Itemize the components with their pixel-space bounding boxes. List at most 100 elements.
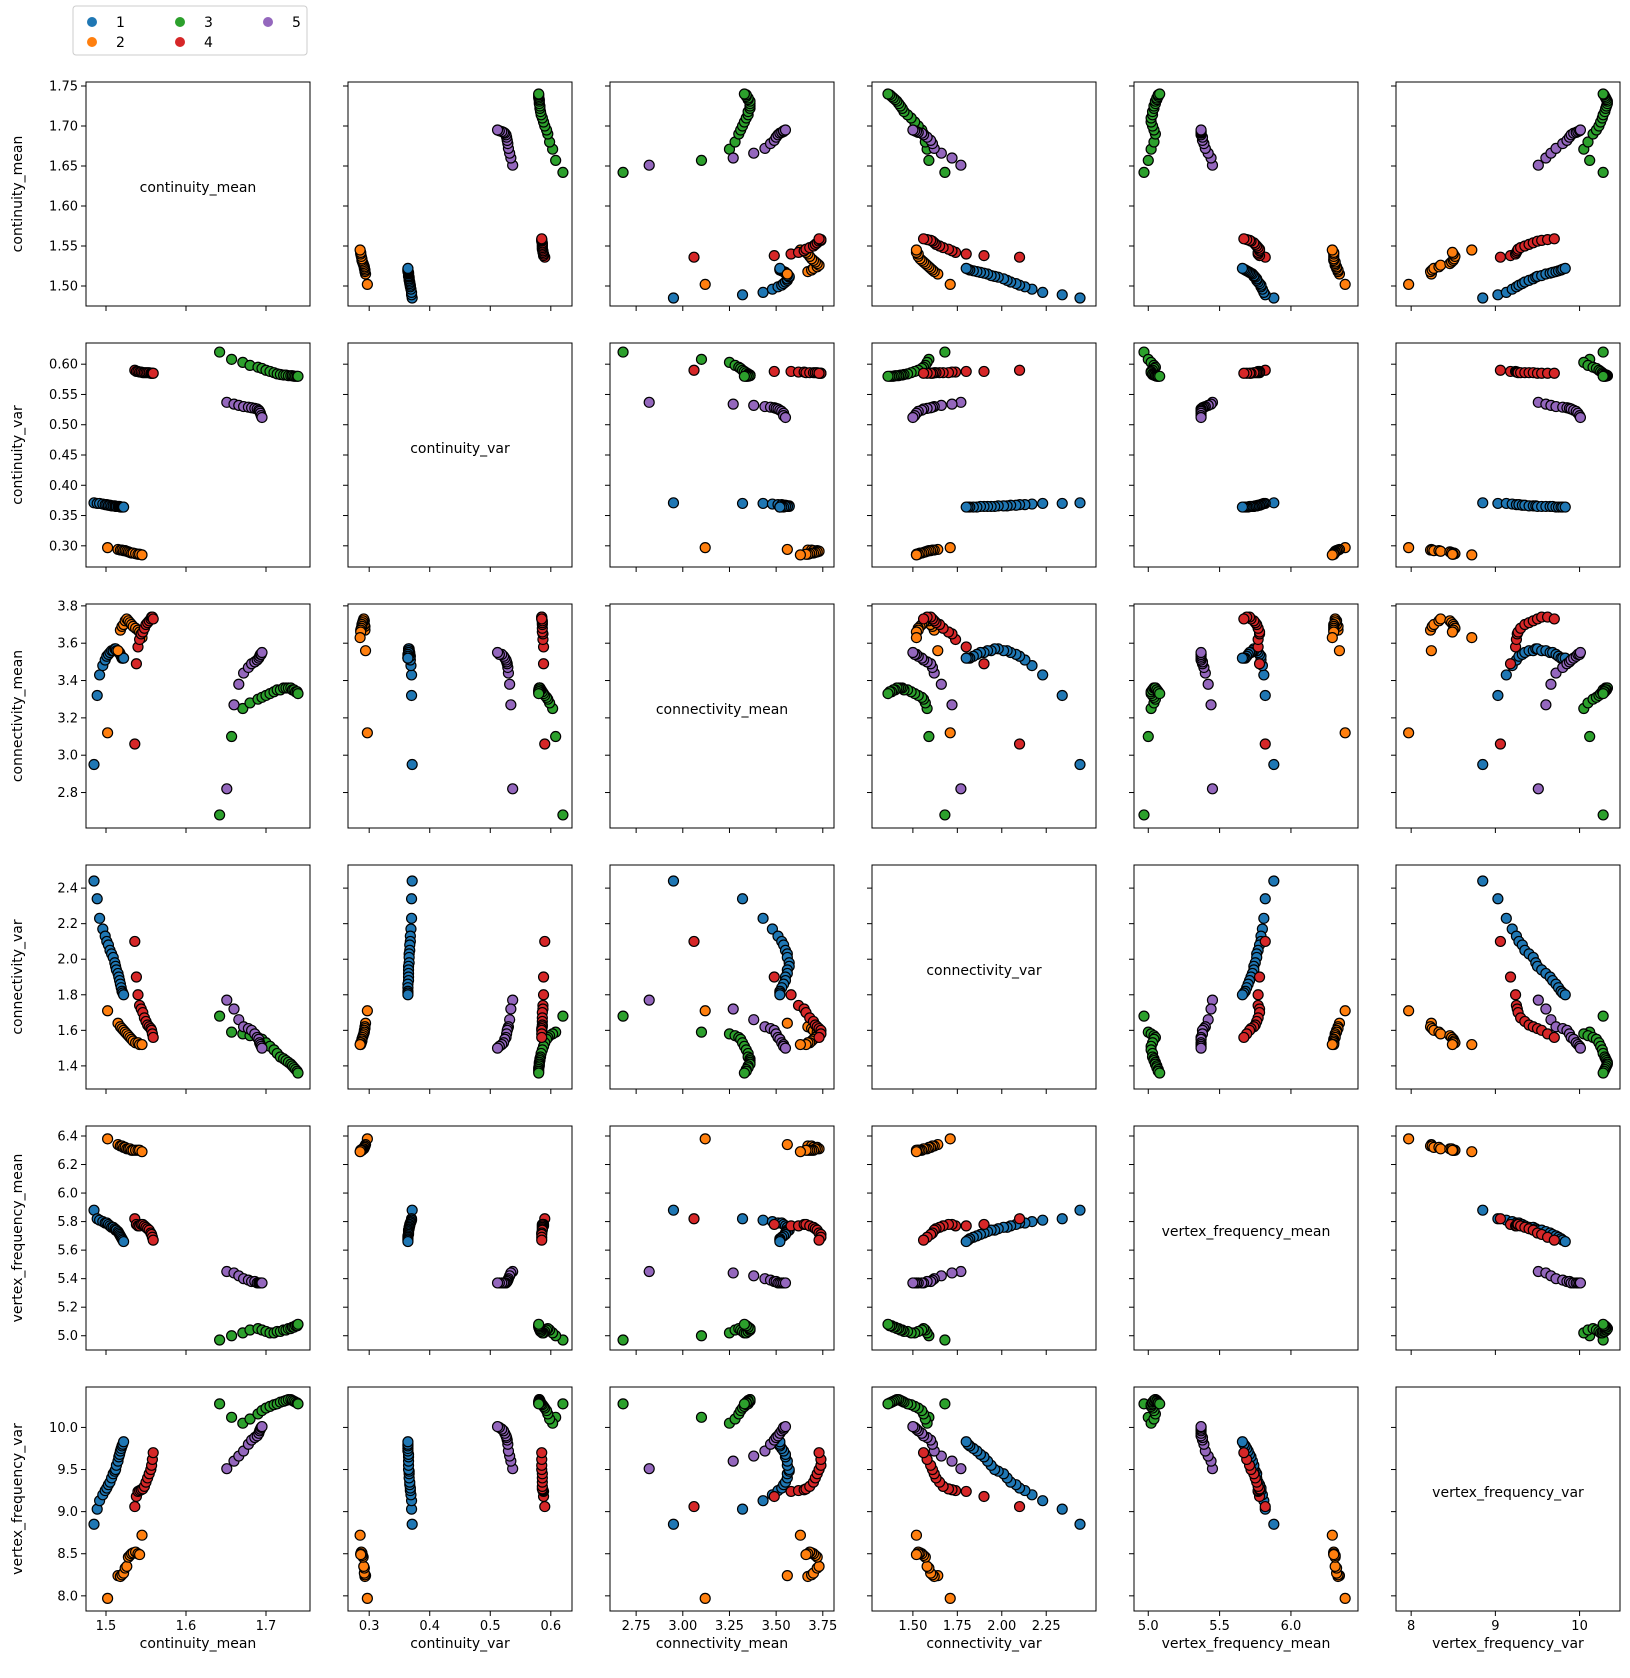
ytick-label-3-1: 1.6	[57, 1024, 78, 1039]
point-s4-3-0-0	[129, 935, 141, 948]
point-s2-5-0-6	[121, 1560, 133, 1572]
point-s5-5-2-0	[643, 1463, 655, 1475]
point-s5-1-0-12	[256, 411, 268, 424]
legend-marker-2	[87, 37, 97, 47]
point-s5-4-2-2	[748, 1270, 760, 1282]
point-s4-2-1-0	[539, 738, 551, 750]
panel-frame-2-3	[871, 603, 1097, 829]
ytick-label-4-4: 5.8	[57, 1215, 78, 1230]
point-s2-5-2-6	[813, 1560, 825, 1572]
point-s2-2-4-0	[1339, 727, 1351, 739]
point-s4-3-2-13	[813, 1031, 825, 1044]
xtick-label-0-2: 1.7	[256, 1619, 277, 1634]
point-s4-4-5-13	[1548, 1234, 1560, 1246]
point-s4-4-1-13	[536, 1234, 548, 1246]
point-s2-5-2-14	[794, 1529, 807, 1541]
point-s2-1-2-14	[794, 549, 807, 561]
point-s5-3-5-1	[1540, 1003, 1552, 1015]
point-s4-5-3-2	[960, 1485, 972, 1498]
point-s1-5-2-0	[667, 1518, 680, 1530]
point-s3-3-4-19	[1154, 1067, 1166, 1079]
point-s1-5-4-20	[1236, 1436, 1249, 1448]
ytick-label-3-3: 2.0	[57, 953, 78, 968]
point-s5-3-0-12	[256, 1042, 268, 1054]
y-axis-label-5: vertex_frequency_var	[10, 1423, 26, 1575]
point-s1-2-5-1	[1492, 689, 1504, 702]
panel-frame-3-3	[871, 864, 1097, 1090]
point-s1-3-1-2	[405, 912, 418, 924]
point-s4-2-5-0	[1494, 738, 1507, 750]
panel-frame-2-4	[1133, 603, 1359, 829]
panel-frame-0-0	[85, 81, 311, 307]
point-s3-0-3-1	[923, 154, 935, 166]
point-s3-0-5-3	[1582, 136, 1594, 148]
point-s3-0-1-0	[557, 166, 569, 178]
diagonal-label-0: continuity_mean	[140, 180, 257, 196]
point-s2-5-4-6	[1329, 1560, 1341, 1572]
point-s3-1-3-0	[939, 346, 951, 358]
point-s2-4-3-0	[944, 1133, 956, 1145]
point-s1-4-0-20	[117, 1235, 130, 1248]
point-s4-2-3-13	[917, 613, 930, 625]
point-s5-5-4-12	[1195, 1420, 1207, 1433]
point-s3-2-1-0	[557, 809, 569, 821]
point-s3-1-4-19	[1154, 370, 1166, 382]
point-s3-1-2-19	[738, 370, 751, 382]
point-s3-5-0-19	[292, 1398, 304, 1410]
point-s1-3-4-1	[1259, 893, 1271, 905]
y-axis-label-4: vertex_frequency_mean	[10, 1154, 26, 1323]
point-s1-0-1-20	[402, 262, 414, 274]
point-s5-5-2-2	[748, 1450, 760, 1462]
point-s5-5-3-12	[907, 1420, 919, 1433]
point-s4-1-0-13	[147, 367, 159, 379]
point-s3-1-2-0	[617, 346, 629, 358]
point-s1-2-0-2	[93, 669, 106, 681]
point-s1-3-4-0	[1268, 875, 1280, 887]
xtick-label-3-2: 2.00	[987, 1619, 1016, 1634]
point-s5-0-2-2	[748, 147, 760, 159]
xtick-label-4-2: 6.0	[1281, 1619, 1302, 1634]
point-s5-1-3-1	[946, 398, 958, 410]
point-s5-2-3-2	[935, 678, 947, 690]
point-s4-0-5-0	[1494, 251, 1507, 263]
point-s3-4-0-19	[292, 1318, 304, 1330]
point-s2-2-3-1	[932, 645, 944, 657]
point-s1-1-5-20	[1559, 501, 1571, 513]
point-s5-3-2-2	[748, 1014, 760, 1026]
legend-marker-3	[175, 17, 185, 27]
point-s4-4-2-0	[688, 1213, 700, 1225]
point-s5-1-4-12	[1195, 411, 1207, 424]
point-s1-3-5-2	[1500, 912, 1512, 924]
point-s1-5-3-20	[960, 1436, 972, 1448]
point-s3-0-1-19	[533, 88, 545, 100]
point-s2-1-3-14	[910, 549, 923, 561]
point-s2-4-3-14	[910, 1146, 923, 1158]
point-s1-4-2-1	[736, 1213, 749, 1225]
point-s3-0-5-19	[1597, 88, 1609, 100]
point-s5-2-0-12	[256, 646, 268, 659]
point-s1-2-3-20	[960, 652, 972, 664]
point-s4-3-4-0	[1259, 935, 1271, 948]
x-axis-label-5: vertex_frequency_var	[1432, 1636, 1584, 1652]
point-s2-5-1-14	[354, 1529, 366, 1541]
point-s2-2-1-0	[361, 727, 373, 739]
point-s2-5-4-13	[1328, 1548, 1340, 1561]
point-s2-3-5-0	[1403, 1005, 1415, 1017]
ytick-label-1-2: 0.40	[49, 479, 78, 494]
point-s3-2-5-19	[1597, 687, 1609, 700]
point-s4-1-5-0	[1494, 364, 1507, 376]
point-s4-5-0-13	[147, 1447, 159, 1459]
xtick-label-3-0: 1.50	[898, 1619, 927, 1634]
point-s5-0-3-1	[946, 152, 958, 164]
point-s4-2-0-0	[129, 738, 141, 750]
diagonal-label-5: vertex_frequency_var	[1432, 1485, 1584, 1501]
point-s3-2-3-0	[939, 809, 951, 821]
panel-frame-3-1	[347, 864, 573, 1090]
point-s3-0-2-1	[695, 154, 708, 166]
point-s2-4-5-0	[1403, 1133, 1415, 1145]
point-s4-2-3-1	[978, 658, 990, 670]
point-s1-4-3-20	[960, 1235, 972, 1248]
point-s1-1-4-20	[1236, 501, 1249, 513]
point-s5-3-4-1	[1205, 1003, 1217, 1015]
